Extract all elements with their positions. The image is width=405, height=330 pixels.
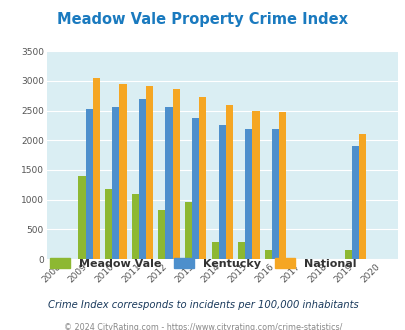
Text: Crime Index corresponds to incidents per 100,000 inhabitants: Crime Index corresponds to incidents per… xyxy=(47,300,358,310)
Bar xyxy=(199,97,206,259)
Bar xyxy=(351,147,358,259)
Bar xyxy=(78,177,85,259)
Bar xyxy=(105,189,112,259)
Bar xyxy=(93,79,100,259)
Bar xyxy=(146,86,153,259)
Bar xyxy=(344,250,351,259)
Legend: Meadow Vale, Kentucky, National: Meadow Vale, Kentucky, National xyxy=(45,254,360,273)
Bar xyxy=(225,105,232,259)
Bar xyxy=(271,129,278,259)
Bar xyxy=(85,109,93,259)
Text: © 2024 CityRating.com - https://www.cityrating.com/crime-statistics/: © 2024 CityRating.com - https://www.city… xyxy=(64,323,341,330)
Bar xyxy=(165,107,172,259)
Bar xyxy=(237,242,245,259)
Bar xyxy=(252,111,259,259)
Bar xyxy=(184,202,192,259)
Bar xyxy=(218,125,225,259)
Bar xyxy=(278,112,286,259)
Bar xyxy=(192,118,199,259)
Bar xyxy=(172,89,179,259)
Bar xyxy=(139,99,146,259)
Bar xyxy=(131,194,139,259)
Bar xyxy=(358,134,365,259)
Text: Meadow Vale Property Crime Index: Meadow Vale Property Crime Index xyxy=(58,12,347,26)
Bar xyxy=(264,250,271,259)
Bar xyxy=(119,84,126,259)
Bar xyxy=(211,242,218,259)
Bar xyxy=(245,129,252,259)
Bar xyxy=(158,210,165,259)
Bar xyxy=(112,107,119,259)
